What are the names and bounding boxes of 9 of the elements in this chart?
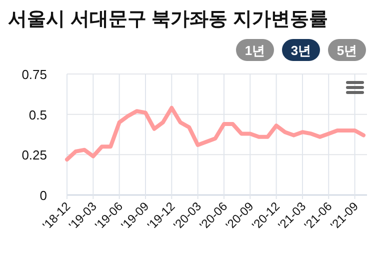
y-tick-label: 0.25 (22, 148, 47, 163)
y-tick-label: 0.75 (22, 67, 47, 82)
y-tick-label: 0 (40, 188, 47, 203)
button: 5년 (328, 39, 366, 61)
line-series (65, 106, 366, 162)
button: 3년 (282, 39, 320, 61)
chart-title: 서울시 서대문구 북가좌동 지가변동률 (8, 9, 328, 30)
y-tick-label: 0.5 (28, 107, 47, 122)
button: 1년 (236, 39, 274, 61)
